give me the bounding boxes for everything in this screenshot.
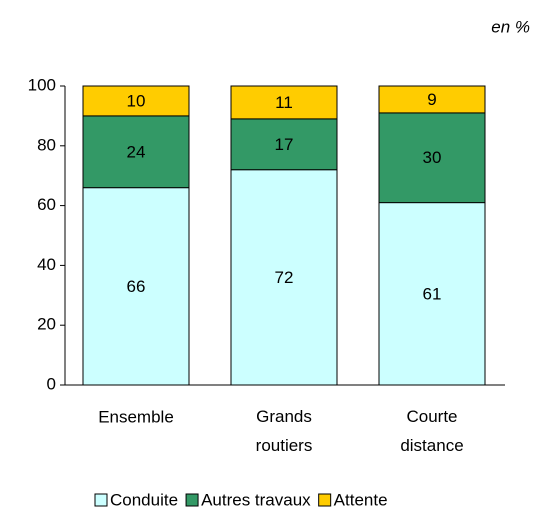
- data-label: 9: [427, 90, 436, 109]
- x-tick-label: Ensemble: [98, 407, 174, 426]
- x-tick-label: Courte distance: [400, 407, 463, 455]
- bar-segment: [230, 85, 338, 120]
- y-tick-label: 20: [37, 315, 56, 334]
- data-label: 61: [423, 284, 442, 303]
- bar-segment: [230, 118, 338, 171]
- bar-segment: [378, 202, 486, 386]
- data-label: 17: [275, 135, 294, 154]
- data-label: 66: [127, 277, 146, 296]
- data-label: 10: [127, 91, 146, 110]
- y-tick-label: 40: [37, 255, 56, 274]
- legend-label: Conduite: [110, 490, 178, 509]
- chart-subtitle: en %: [491, 17, 530, 36]
- data-label: 30: [423, 148, 442, 167]
- data-label: 11: [275, 93, 293, 112]
- bar-segment: [82, 85, 190, 117]
- bar-segment: [378, 112, 486, 204]
- legend-label: Autres travaux: [201, 490, 311, 509]
- data-label: 72: [275, 268, 294, 287]
- legend-swatch: [185, 493, 199, 507]
- legend-swatch: [94, 493, 108, 507]
- bar-segment: [378, 85, 486, 114]
- y-tick-label: 80: [37, 135, 56, 154]
- bar-segment: [82, 115, 190, 189]
- legend-label: Attente: [334, 490, 388, 509]
- data-label: 24: [127, 142, 146, 161]
- y-tick-label: 60: [37, 195, 56, 214]
- x-tick-label: Grands routiers: [256, 407, 313, 455]
- y-tick-label: 100: [28, 75, 56, 94]
- legend-swatch: [318, 493, 332, 507]
- y-tick-label: 0: [47, 374, 56, 393]
